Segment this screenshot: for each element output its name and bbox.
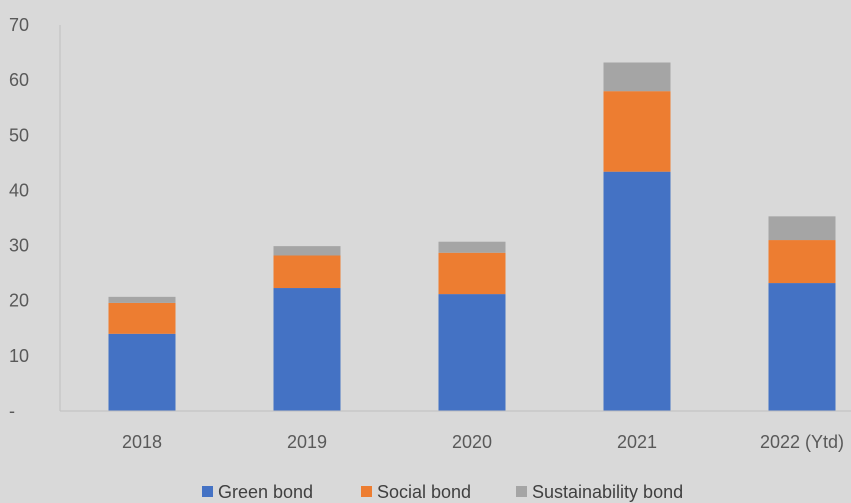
bar-segment bbox=[273, 255, 341, 289]
legend-swatch bbox=[202, 486, 213, 497]
y-tick-label: 40 bbox=[9, 180, 29, 200]
legend-label: Green bond bbox=[218, 482, 313, 502]
legend-label: Social bond bbox=[377, 482, 471, 502]
legend-label: Sustainability bond bbox=[532, 482, 683, 502]
y-tick-label: - bbox=[9, 401, 15, 421]
bar-segment bbox=[438, 241, 506, 253]
bar-segment bbox=[768, 216, 836, 241]
legend-swatch bbox=[516, 486, 527, 497]
bar-segment bbox=[438, 252, 506, 295]
bar-segment bbox=[108, 302, 176, 334]
bar-segment bbox=[273, 288, 341, 411]
x-tick-label: 2021 bbox=[617, 432, 657, 452]
bar-segment bbox=[603, 62, 671, 92]
legend-swatch bbox=[361, 486, 372, 497]
x-axis: 2018 2019 2020 2021 2022 (Ytd) bbox=[60, 410, 851, 452]
y-tick-label: 70 bbox=[9, 15, 29, 35]
y-tick-label: 20 bbox=[9, 291, 29, 311]
bar-segment bbox=[438, 294, 506, 411]
x-tick-label: 2020 bbox=[452, 432, 492, 452]
y-tick-label: 30 bbox=[9, 236, 29, 256]
y-tick-label: 10 bbox=[9, 346, 29, 366]
x-tick-label: 2019 bbox=[287, 432, 327, 452]
bar-segment bbox=[603, 91, 671, 172]
bars bbox=[108, 62, 836, 411]
y-tick-label: 50 bbox=[9, 125, 29, 145]
bar-segment bbox=[768, 283, 836, 411]
x-tick-label: 2022 (Ytd) bbox=[760, 432, 844, 452]
x-tick-label: 2018 bbox=[122, 432, 162, 452]
bar-segment bbox=[273, 246, 341, 256]
y-axis: - 10 20 30 40 50 60 70 bbox=[9, 15, 61, 421]
legend: Green bond Social bond Sustainability bond bbox=[202, 482, 683, 502]
bar-segment bbox=[108, 296, 176, 303]
bar-segment bbox=[603, 171, 671, 411]
bar-segment bbox=[768, 240, 836, 284]
bar-segment bbox=[108, 333, 176, 411]
y-tick-label: 60 bbox=[9, 70, 29, 90]
